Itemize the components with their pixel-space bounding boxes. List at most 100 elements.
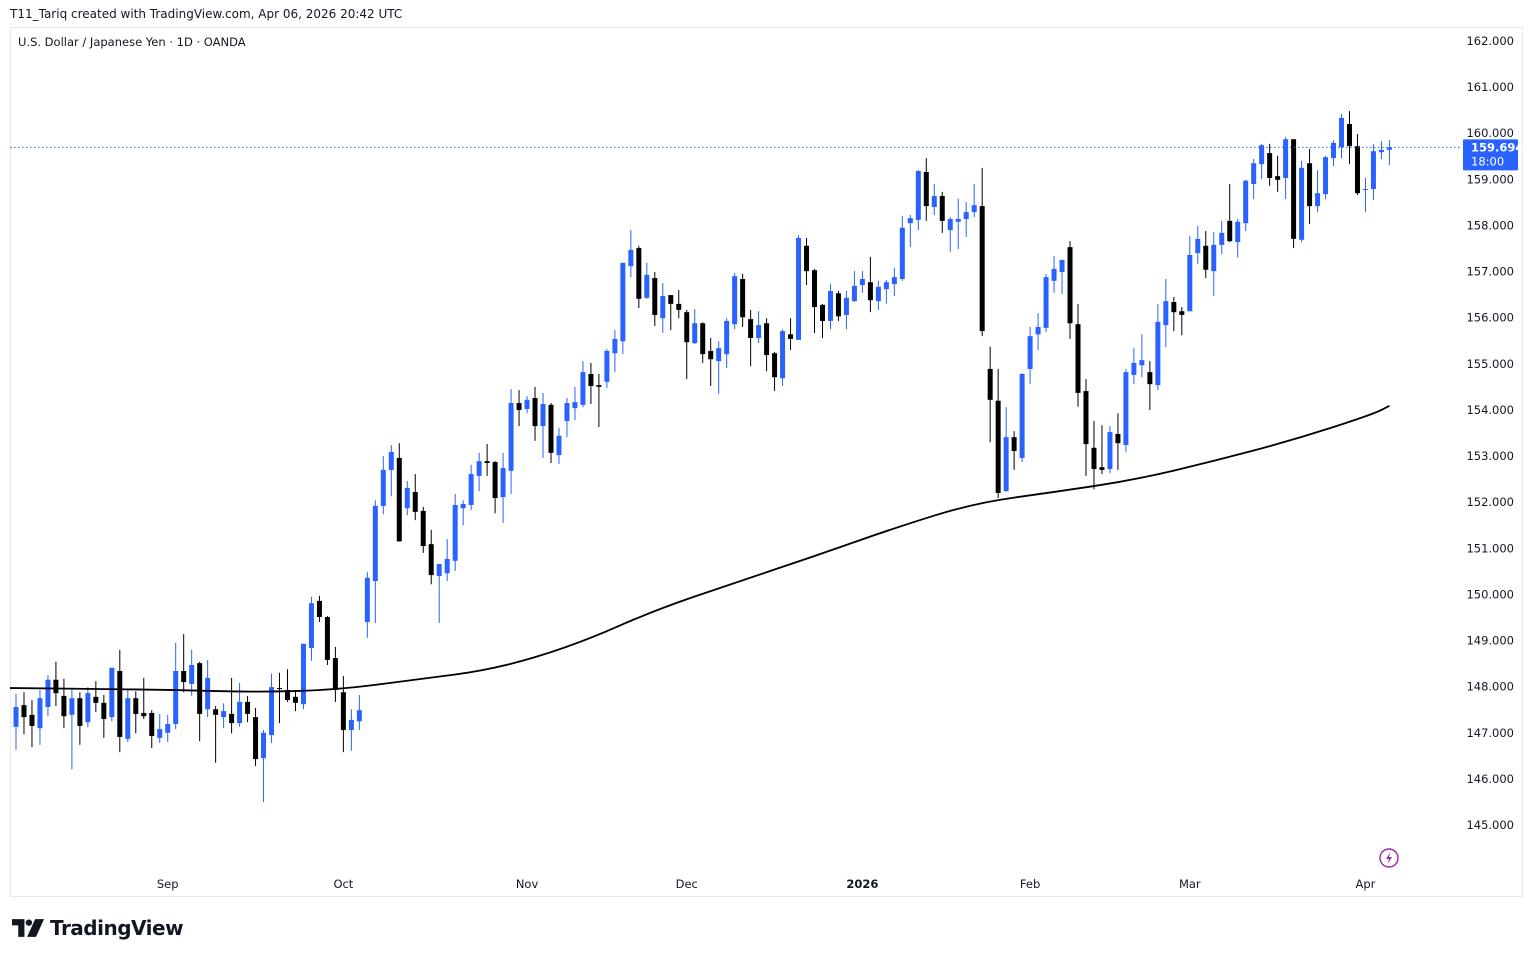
candle: [213, 706, 219, 763]
candle-body: [1203, 245, 1209, 270]
candle-body: [1051, 268, 1057, 281]
candle-body: [716, 348, 722, 362]
candle-body: [356, 710, 362, 722]
candle-body: [843, 297, 849, 315]
candle-body: [348, 719, 354, 731]
candle-body: [883, 282, 889, 290]
candle-body: [292, 696, 298, 703]
candle: [1147, 361, 1153, 410]
candle: [1354, 134, 1360, 196]
candle-body: [316, 600, 322, 618]
lightning-bolt-circle-icon[interactable]: [1379, 848, 1399, 868]
candle: [756, 311, 762, 344]
candle-body: [468, 474, 474, 505]
candle-body: [141, 712, 147, 717]
moving-average-layer: [10, 405, 1390, 693]
candle-body: [851, 285, 857, 302]
candle: [947, 217, 953, 252]
candle-body: [931, 195, 937, 208]
candle: [468, 464, 474, 511]
candle: [460, 500, 466, 526]
symbol-title[interactable]: U.S. Dollar / Japanese Yen · 1D · OANDA: [18, 35, 246, 49]
time-tick-label: 2026: [846, 877, 878, 891]
candle-body: [372, 505, 378, 582]
candle-body: [1011, 437, 1017, 452]
candle-body: [1219, 232, 1225, 245]
candle: [37, 689, 43, 745]
candle: [692, 308, 698, 345]
candle-body: [1131, 362, 1137, 375]
candle: [1019, 373, 1025, 463]
candle: [1291, 139, 1297, 249]
candle: [388, 445, 394, 497]
candle: [173, 642, 179, 730]
tradingview-logo[interactable]: TradingView: [12, 916, 184, 940]
candle: [851, 271, 857, 303]
candle: [324, 616, 330, 666]
candle: [1339, 113, 1345, 159]
candle-body: [173, 670, 179, 725]
time-tick-label: Sep: [157, 877, 179, 891]
candle-body: [21, 705, 27, 718]
candle: [907, 214, 913, 248]
candle: [420, 506, 426, 553]
candle-body: [37, 698, 43, 729]
price-axis: 162.000 161.000 160.000 159.000 158.000 157.0…: [1466, 34, 1514, 832]
price-tick-label: 155.000: [1466, 357, 1514, 371]
candle-body: [963, 212, 969, 220]
candle-body: [676, 303, 682, 310]
candle: [1107, 426, 1113, 474]
candle-body: [532, 397, 538, 427]
candle-body: [612, 338, 618, 354]
candle-body: [684, 312, 690, 343]
price-tick-label: 145.000: [1466, 818, 1514, 832]
candle-body: [1067, 247, 1073, 324]
candle-body: [1139, 360, 1145, 366]
candle-body: [1283, 139, 1289, 178]
candle: [404, 480, 410, 516]
candle-body: [1195, 238, 1201, 254]
candle: [1163, 278, 1169, 348]
candle: [245, 695, 251, 723]
candle-body: [189, 665, 195, 684]
candle-body: [269, 687, 275, 736]
candle: [1139, 334, 1145, 378]
candle-body: [101, 702, 107, 719]
candle: [580, 361, 586, 408]
candle: [931, 183, 937, 215]
candle-body: [205, 677, 211, 710]
candle-body: [277, 688, 283, 690]
bar-countdown: 18:00: [1471, 154, 1504, 168]
candle: [492, 461, 498, 514]
candle: [1011, 431, 1017, 470]
candle-body: [1003, 437, 1009, 492]
candle-body: [1099, 467, 1105, 470]
candle: [955, 198, 961, 250]
candle: [716, 341, 722, 394]
candle-body: [764, 323, 770, 356]
candle-body: [1331, 142, 1337, 159]
candle: [524, 396, 530, 414]
candle-body: [588, 373, 594, 386]
candle-body: [476, 461, 482, 476]
candle: [684, 309, 690, 380]
candle: [141, 677, 147, 719]
candle-body: [700, 323, 706, 355]
current-price-value: 159.694: [1471, 140, 1523, 154]
candle-body: [756, 325, 762, 339]
candles-layer: [13, 111, 1392, 802]
candle-body: [740, 278, 746, 318]
candle-body: [364, 577, 370, 623]
candle-body: [1035, 326, 1041, 335]
candle: [1115, 413, 1121, 470]
candle: [1195, 225, 1201, 264]
candle-body: [652, 278, 658, 315]
candle-body: [53, 679, 59, 694]
candle: [1251, 159, 1257, 200]
candle-body: [1115, 433, 1121, 444]
candle: [875, 280, 881, 310]
candle-body: [556, 435, 562, 456]
candle: [740, 273, 746, 327]
candle-body: [1275, 176, 1281, 180]
